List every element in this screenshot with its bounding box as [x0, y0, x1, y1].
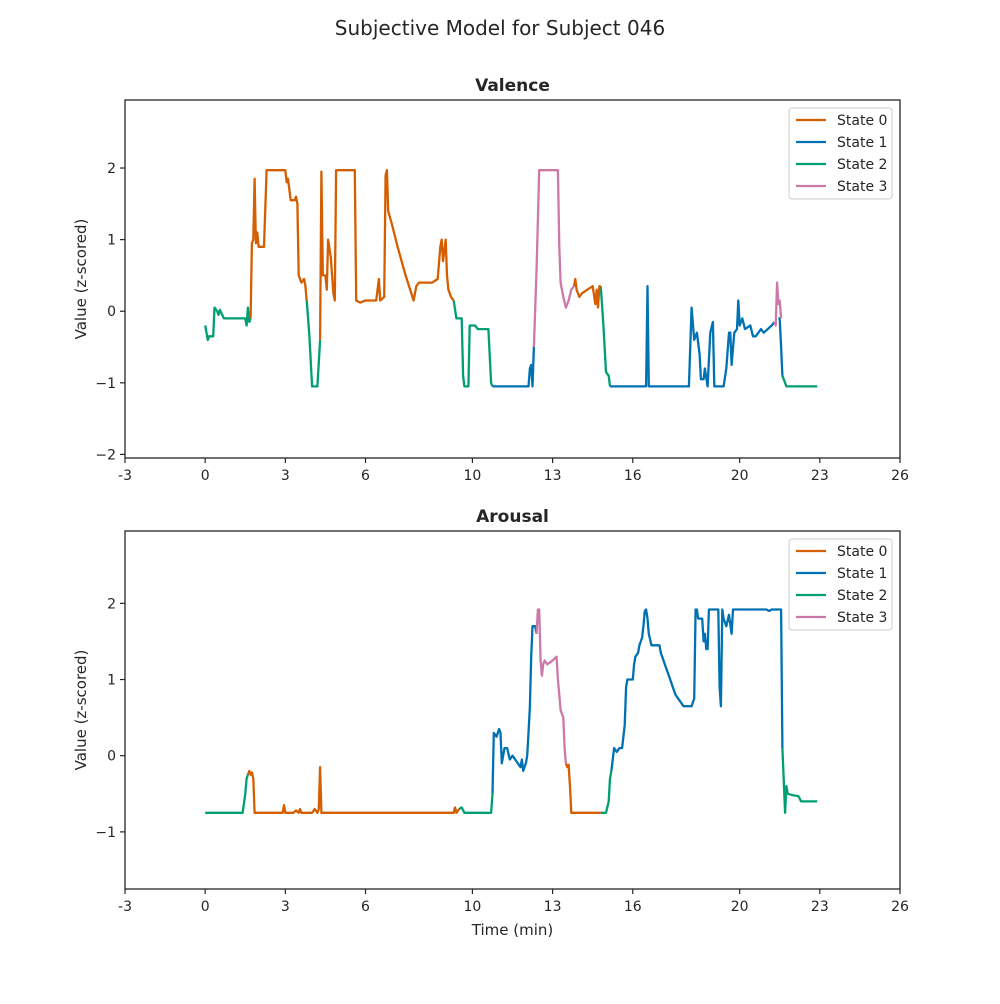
valence-state-1-line-segment [778, 317, 784, 376]
arousal-legend-label: State 3 [837, 610, 887, 626]
valence-xtick-label: 23 [811, 468, 829, 484]
valence-y-axis-label: Value (z-scored) [72, 219, 90, 340]
valence-legend: State 0 State 1 State 2 State 3 [788, 107, 893, 200]
valence-legend-label: State 2 [837, 157, 887, 173]
valence-xtick-label: 0 [201, 468, 210, 484]
valence-panel: Valence -3 0 3 6 10 13 16 20 23 26 −2 −1 0 1 2 Value (z-… [72, 76, 909, 484]
arousal-state-2-line-segment [600, 770, 613, 814]
figure-title: Subjective Model for Subject 046 [335, 16, 665, 40]
arousal-xtick-label: 6 [361, 899, 370, 915]
valence-legend-box [788, 107, 893, 200]
arousal-state-1-line-segment [610, 608, 784, 772]
valence-xtick-label: 13 [544, 468, 562, 484]
arousal-x-axis-label: Time (min) [471, 921, 553, 939]
arousal-legend-label: State 0 [837, 544, 887, 560]
arousal-state-2-line-segment [205, 774, 249, 814]
arousal-xtick-label: 16 [624, 899, 642, 915]
valence-state-0-line-segment [318, 169, 455, 340]
valence-ytick-label: −1 [95, 376, 116, 392]
arousal-xtick-label: 23 [811, 899, 829, 915]
valence-legend-label: State 3 [837, 179, 887, 195]
valence-title: Valence [475, 76, 550, 96]
arousal-series-group [205, 608, 818, 814]
valence-state-1-line-segment [610, 285, 776, 388]
arousal-xtick-label: 0 [201, 899, 210, 915]
valence-axes-frame [124, 99, 901, 459]
arousal-legend-label: State 1 [837, 566, 887, 582]
valence-state-2-line-segment [452, 300, 494, 388]
valence-ytick-label: 0 [107, 304, 116, 320]
arousal-xtick-label: 26 [891, 899, 909, 915]
arousal-legend-box [788, 538, 893, 631]
valence-xtick-label: 6 [361, 468, 370, 484]
valence-state-2-line-segment [599, 286, 612, 387]
arousal-xtick-label: -3 [118, 899, 132, 915]
arousal-ytick-label: 2 [107, 596, 116, 612]
valence-state-2-line-segment [305, 300, 322, 388]
valence-ytick-label: 2 [107, 161, 116, 177]
valence-ytick-label: −2 [95, 447, 116, 463]
valence-state-1-line-segment [492, 346, 536, 388]
valence-ytick-label: 1 [107, 233, 116, 249]
arousal-xtick-label: 3 [281, 899, 290, 915]
arousal-y-axis-label: Value (z-scored) [72, 650, 90, 771]
arousal-state-1-line-segment [491, 625, 538, 794]
valence-state-3-line-segment [532, 169, 575, 348]
arousal-state-0-line-segment [246, 765, 461, 814]
arousal-axes-frame [124, 530, 901, 890]
valence-xtick-label: 10 [463, 468, 481, 484]
valence-xtick-label: -3 [118, 468, 132, 484]
valence-state-3-line-segment [773, 281, 783, 327]
valence-legend-label: State 1 [837, 135, 887, 151]
valence-state-0-line-segment [572, 277, 601, 309]
valence-xtick-label: 20 [731, 468, 749, 484]
arousal-xtick-label: 10 [463, 899, 481, 915]
valence-legend-label: State 0 [837, 113, 887, 129]
arousal-state-2-line-segment [781, 748, 818, 814]
valence-xtick-label: 16 [624, 468, 642, 484]
valence-xtick-label: 26 [891, 468, 909, 484]
arousal-xtick-label: 13 [544, 899, 562, 915]
arousal-state-2-line-segment [458, 793, 494, 814]
arousal-panel: Arousal -3 0 3 6 10 13 16 20 23 26 −1 0 1 2 Value (z-sc… [72, 507, 909, 939]
arousal-ytick-label: 1 [107, 673, 116, 689]
arousal-ytick-label: 0 [107, 749, 116, 765]
arousal-state-0-line-segment [564, 762, 601, 814]
arousal-state-3-line-segment [535, 608, 568, 764]
valence-state-2-line-segment [204, 306, 252, 342]
arousal-legend: State 0 State 1 State 2 State 3 [788, 538, 893, 631]
valence-xtick-label: 3 [281, 468, 290, 484]
valence-state-0-line-segment [249, 169, 308, 319]
arousal-legend-label: State 2 [837, 588, 887, 604]
valence-state-2-line-segment [781, 375, 818, 388]
arousal-xtick-label: 20 [731, 899, 749, 915]
valence-series-group [204, 169, 818, 388]
arousal-ytick-label: −1 [95, 825, 116, 841]
arousal-title: Arousal [476, 507, 549, 527]
